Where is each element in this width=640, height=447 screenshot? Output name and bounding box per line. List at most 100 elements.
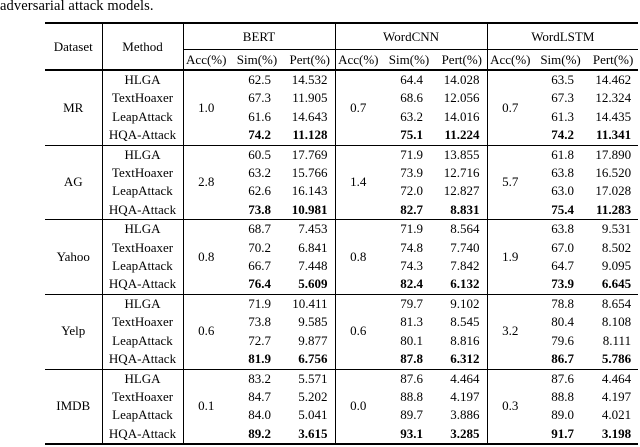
table-header: Dataset Method BERT WordCNN WordLSTM Acc… (45, 23, 639, 71)
pert-cell: 16.143 (291, 183, 328, 199)
pert-cell: 14.016 (443, 108, 480, 124)
pert-cell: 12.056 (443, 90, 480, 106)
table-row: TextHoaxer 84.7 5.202 88.8 4.197 88.8 4.197 (45, 387, 638, 407)
subcol-header-sim: Sim(%) (229, 49, 285, 71)
subcol-header-sim: Sim(%) (533, 49, 589, 71)
sim-cell: 63.2 (248, 165, 271, 181)
method-cell: TextHoaxer (102, 238, 184, 258)
sim-cell: 63.5 (533, 69, 589, 90)
sim-cell: 68.6 (400, 90, 424, 106)
table-row: HQA-Attack 89.2 3.615 93.1 3.285 91.7 3.198 (45, 424, 638, 445)
pert-cell: 9.102 (437, 293, 488, 314)
sim-cell: 72.7 (248, 332, 271, 348)
sim-cell: 78.8 (533, 293, 589, 314)
sim-cell: 89.7 (400, 407, 424, 423)
acc-cell: 0.8 (182, 219, 229, 295)
method-cell: TextHoaxer (102, 387, 184, 407)
sim-cell: 67.0 (551, 239, 575, 255)
sim-cell: 79.7 (381, 293, 438, 314)
pert-cell: 5.041 (298, 407, 328, 423)
pert-cell: 8.564 (437, 219, 488, 239)
table-row: LeapAttack 66.7 7.448 74.3 7.842 64.7 9.095 (45, 257, 638, 276)
sim-cell: 83.2 (229, 368, 285, 388)
sim-cell: 67.3 (248, 90, 271, 106)
method-cell: HLGA (102, 144, 184, 165)
method-column-header: Method (102, 23, 184, 71)
pert-cell: 11.341 (596, 127, 632, 143)
table-row: LeapAttack 72.7 9.877 80.1 8.816 79.6 8.111 (45, 331, 638, 351)
subcol-header-acc: Acc(%) (182, 49, 229, 71)
pert-cell: 8.545 (450, 314, 480, 330)
sim-cell: 79.6 (551, 332, 575, 348)
method-cell: TextHoaxer (102, 164, 184, 183)
method-cell: HLGA (102, 219, 184, 239)
pert-cell: 13.855 (437, 144, 488, 165)
sim-cell: 62.6 (248, 183, 271, 199)
pert-cell: 6.756 (298, 351, 328, 367)
pert-cell: 7.448 (298, 258, 328, 274)
method-cell: HQA-Attack (102, 126, 184, 146)
sim-cell: 82.4 (400, 276, 424, 292)
sim-cell: 93.1 (400, 425, 424, 441)
pert-cell: 3.615 (298, 425, 328, 441)
pert-cell: 4.197 (450, 388, 480, 404)
method-cell: LeapAttack (102, 257, 184, 276)
pert-cell: 3.886 (450, 407, 480, 423)
pert-cell: 5.786 (601, 351, 632, 367)
pert-cell: 4.021 (601, 407, 632, 423)
acc-cell: 0.1 (182, 368, 229, 445)
sim-cell: 70.2 (248, 239, 271, 255)
sim-cell: 60.5 (229, 144, 285, 165)
sim-cell: 76.4 (248, 276, 271, 292)
sim-cell: 72.0 (400, 183, 424, 199)
subcol-header-sim: Sim(%) (381, 49, 438, 71)
pert-cell: 9.531 (588, 219, 639, 239)
pert-cell: 8.502 (601, 239, 632, 255)
sim-cell: 63.2 (400, 108, 424, 124)
dataset-cell: MR (45, 69, 103, 146)
sim-cell: 61.3 (551, 108, 575, 124)
sim-cell: 63.8 (533, 219, 589, 239)
acc-cell: 0.3 (486, 368, 534, 445)
pert-cell: 9.095 (601, 258, 632, 274)
sim-cell: 88.8 (400, 388, 424, 404)
sim-cell: 63.0 (551, 183, 575, 199)
sim-cell: 84.0 (248, 407, 271, 423)
pert-cell: 11.128 (292, 127, 328, 143)
table-row: IMDB HLGA 0.1 83.2 5.571 0.0 87.6 4.464 0.3 87.6 4… (45, 368, 639, 445)
pert-cell: 4.464 (588, 368, 639, 388)
pert-cell: 9.877 (298, 332, 328, 348)
method-cell: LeapAttack (102, 331, 184, 351)
sim-cell: 91.7 (551, 425, 575, 441)
pert-cell: 10.411 (285, 293, 336, 314)
table-row: TextHoaxer 67.3 11.905 68.6 12.056 67.3 12.324 (45, 89, 638, 108)
table-row: LeapAttack 61.6 14.643 63.2 14.016 61.3 14.435 (45, 107, 638, 127)
sim-cell: 88.8 (551, 388, 575, 404)
dataset-cell: Yahoo (45, 219, 103, 295)
pert-cell: 5.202 (298, 388, 328, 404)
pert-cell: 10.981 (291, 201, 328, 217)
results-table: Dataset Method BERT WordCNN WordLSTM Acc… (45, 22, 639, 446)
sim-cell: 89.0 (551, 407, 575, 423)
sim-cell: 80.4 (551, 314, 575, 330)
sim-cell: 73.8 (248, 314, 271, 330)
acc-cell: 3.2 (486, 293, 534, 369)
pert-cell: 8.111 (602, 332, 632, 348)
sim-cell: 62.5 (229, 69, 285, 90)
table-row: HQA-Attack 74.2 11.128 75.1 11.224 74.2 11.341 (45, 126, 638, 146)
sim-cell: 80.1 (400, 332, 424, 348)
sim-cell: 61.6 (248, 108, 271, 124)
pert-cell: 8.816 (450, 332, 480, 348)
sim-cell: 63.8 (551, 165, 575, 181)
method-cell: TextHoaxer (102, 313, 184, 332)
pert-cell: 15.766 (291, 165, 328, 181)
method-cell: HQA-Attack (102, 275, 184, 295)
dataset-cell: Yelp (45, 293, 103, 369)
subcol-header-acc: Acc(%) (486, 49, 534, 71)
caption-fragment: adversarial attack models. (0, 0, 154, 14)
pert-cell: 6.645 (601, 276, 632, 292)
sim-cell: 82.7 (400, 201, 424, 217)
acc-cell: 0.7 (486, 69, 534, 146)
method-cell: LeapAttack (102, 182, 184, 201)
pert-cell: 6.841 (298, 239, 328, 255)
